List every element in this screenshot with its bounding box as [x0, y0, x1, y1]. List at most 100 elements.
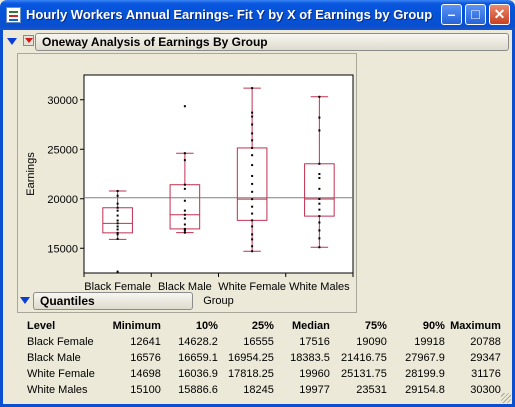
cell: 15886.6 [178, 384, 218, 396]
col-p10: 10% [195, 320, 218, 332]
data-point [251, 164, 254, 167]
data-point [318, 215, 321, 218]
cell: 30300 [470, 384, 501, 396]
x-axis-label: Group [203, 295, 234, 307]
cell: 20788 [470, 336, 501, 348]
cell: 27967.9 [405, 352, 445, 364]
col-p75: 75% [364, 320, 387, 332]
cell: 19977 [299, 384, 330, 396]
cell: 31176 [471, 368, 501, 380]
x-tick-label: Black Female [84, 281, 151, 293]
maximize-icon: □ [471, 6, 480, 22]
window-title: Hourly Workers Annual Earnings- Fit Y by… [26, 7, 433, 22]
data-point [183, 231, 186, 234]
col-minimum: Minimum [112, 320, 161, 332]
cell: 29154.8 [405, 384, 445, 396]
minimize-icon: – [447, 6, 456, 22]
data-point [318, 197, 321, 200]
minimize-button[interactable]: – [441, 4, 462, 25]
close-button[interactable]: ✕ [489, 4, 510, 25]
data-point [251, 174, 254, 177]
quantiles-header-row: Level Minimum 10% 25% Median 75% 90% Max… [27, 318, 501, 334]
data-point [183, 223, 186, 226]
data-point [318, 237, 321, 240]
data-point [116, 214, 119, 217]
data-point [116, 237, 119, 240]
data-point [116, 225, 119, 228]
data-point [251, 87, 254, 90]
cell: 18383.5 [290, 352, 330, 364]
cell: 21416.75 [340, 352, 387, 364]
table-row: White Males 15100 15886.6 18245 19977 23… [27, 382, 501, 398]
data-point [116, 206, 119, 209]
data-point [318, 229, 321, 232]
cell: 25131.75 [340, 368, 387, 380]
cell: 12641 [130, 336, 161, 348]
data-point [116, 219, 119, 222]
table-row: Black Female 12641 14628.2 16555 17516 1… [27, 334, 501, 350]
data-point [116, 194, 119, 197]
oneway-header[interactable]: Oneway Analysis of Earnings By Group [35, 33, 509, 51]
cell: 19918 [414, 336, 445, 348]
data-point [251, 146, 254, 149]
data-point [183, 199, 186, 202]
data-point [116, 202, 119, 205]
data-point [116, 209, 119, 212]
data-point [318, 95, 321, 98]
data-point [318, 246, 321, 249]
data-point [318, 129, 321, 132]
data-point [318, 202, 321, 205]
y-axis-label: Earnings [25, 152, 37, 196]
col-p25: 25% [251, 320, 274, 332]
data-point [251, 225, 254, 228]
cell: Black Female [27, 336, 94, 348]
data-point [318, 208, 321, 211]
data-point [251, 123, 254, 126]
cell: 15100 [130, 384, 161, 396]
report-content: Oneway Analysis of Earnings By Group 150… [3, 30, 512, 404]
data-point [318, 176, 321, 179]
cell: 23531 [356, 384, 387, 396]
data-point [183, 229, 186, 232]
x-tick-label: White Males [289, 281, 350, 293]
cell: 19090 [356, 336, 387, 348]
data-point [183, 187, 186, 190]
quantiles-disclosure-icon[interactable] [20, 297, 30, 304]
data-point [183, 105, 186, 108]
cell: 19960 [299, 368, 330, 380]
cell: Black Male [27, 352, 81, 364]
red-triangle-menu-icon[interactable] [23, 35, 34, 46]
cell: 14698 [130, 368, 161, 380]
oneway-disclosure-icon[interactable] [7, 38, 17, 45]
data-point [183, 227, 186, 230]
data-point [116, 233, 119, 236]
quantiles-header[interactable]: Quantiles [33, 292, 193, 310]
data-point [251, 233, 254, 236]
col-maximum: Maximum [450, 320, 501, 332]
window-title-bar[interactable]: Hourly Workers Annual Earnings- Fit Y by… [0, 0, 515, 30]
cell: 17516 [299, 336, 330, 348]
data-point [116, 189, 119, 192]
data-point [183, 183, 186, 186]
data-point [116, 222, 119, 225]
data-point [251, 190, 254, 193]
maximize-button[interactable]: □ [465, 4, 486, 25]
data-point [251, 154, 254, 157]
data-point [318, 221, 321, 224]
oneway-title: Oneway Analysis of Earnings By Group [42, 35, 268, 49]
data-point [251, 250, 254, 253]
data-point [183, 209, 186, 212]
quantiles-title: Quantiles [40, 294, 95, 308]
data-point [251, 111, 254, 114]
oneway-plot: 15000 20000 25000 30000 Earnings Black Female… [25, 74, 354, 307]
table-row: Black Male 16576 16659.1 16954.25 18383.… [27, 350, 501, 366]
data-point [318, 162, 321, 165]
data-point [183, 159, 186, 162]
data-point [318, 187, 321, 190]
data-point [183, 152, 186, 155]
plot-frame [83, 74, 354, 274]
y-tick-label: 25000 [47, 144, 78, 156]
cell: 16954.25 [227, 352, 274, 364]
data-point [251, 115, 254, 118]
resize-grip[interactable] [501, 393, 511, 403]
